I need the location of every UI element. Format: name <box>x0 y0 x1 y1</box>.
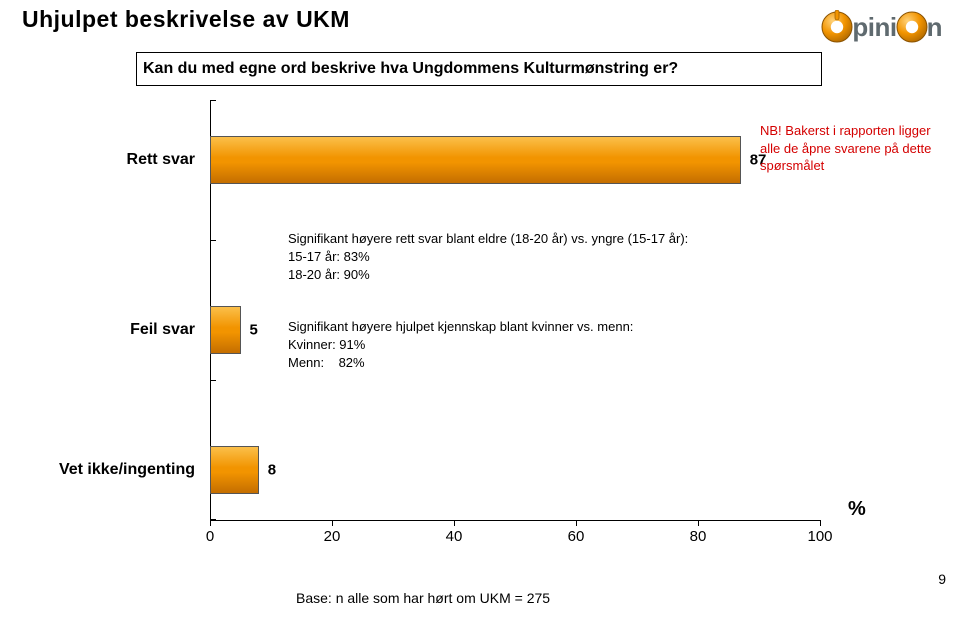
base-note: Base: n alle som har hørt om UKM = 275 <box>296 590 550 606</box>
x-tick <box>210 520 211 526</box>
opinion-logo: pini n <box>822 10 942 44</box>
percent-symbol: % <box>848 498 866 521</box>
bar: 8 <box>210 446 259 494</box>
page-number: 9 <box>938 571 946 587</box>
bar-value: 8 <box>268 462 276 479</box>
x-tick-label: 20 <box>324 528 341 545</box>
x-tick <box>332 520 333 526</box>
question-text: Kan du med egne ord beskrive hva Ungdomm… <box>143 60 678 78</box>
x-tick <box>454 520 455 526</box>
x-tick <box>698 520 699 526</box>
plot-area: 8758 020406080100 Signifikant høyere ret… <box>210 100 820 520</box>
category-label: Vet ikke/ingenting <box>0 461 195 479</box>
x-tick-label: 40 <box>446 528 463 545</box>
bar-chart: 87 5 8 0 20 40 60 80 100 Signifikant høyere ret… <box>0 100 960 570</box>
logo-o2-icon <box>895 10 929 44</box>
page-title: Uhjulpet beskrivelse av UKM <box>22 6 350 33</box>
x-tick-label: 100 <box>807 528 832 545</box>
chart-annotation: Signifikant høyere rett svar blant eldre… <box>288 230 688 285</box>
nb-text: Bakerst i rapporten ligger alle de åpne … <box>760 123 931 173</box>
x-tick <box>820 520 821 526</box>
x-tick-label: 60 <box>568 528 585 545</box>
bar: 5 <box>210 306 241 354</box>
x-tick-label: 0 <box>206 528 214 545</box>
category-label: Feil svar <box>0 321 195 339</box>
x-tick-label: 80 <box>690 528 707 545</box>
x-tick <box>576 520 577 526</box>
category-label: Rett svar <box>0 151 195 169</box>
bar-value: 5 <box>250 322 258 339</box>
bar: 87 <box>210 136 741 184</box>
logo-text-2: n <box>927 12 942 43</box>
nb-note: NB! Bakerst i rapporten ligger alle de å… <box>760 122 940 175</box>
nb-heading: NB! <box>760 123 782 138</box>
logo-o-icon <box>820 10 854 44</box>
chart-annotation: Signifikant høyere hjulpet kjennskap bla… <box>288 318 633 373</box>
x-axis <box>210 520 820 521</box>
slide-root: Uhjulpet beskrivelse av UKM Kan du med e… <box>0 0 960 625</box>
question-box: Kan du med egne ord beskrive hva Ungdomm… <box>136 52 822 86</box>
logo-text-1: pini <box>852 12 896 43</box>
